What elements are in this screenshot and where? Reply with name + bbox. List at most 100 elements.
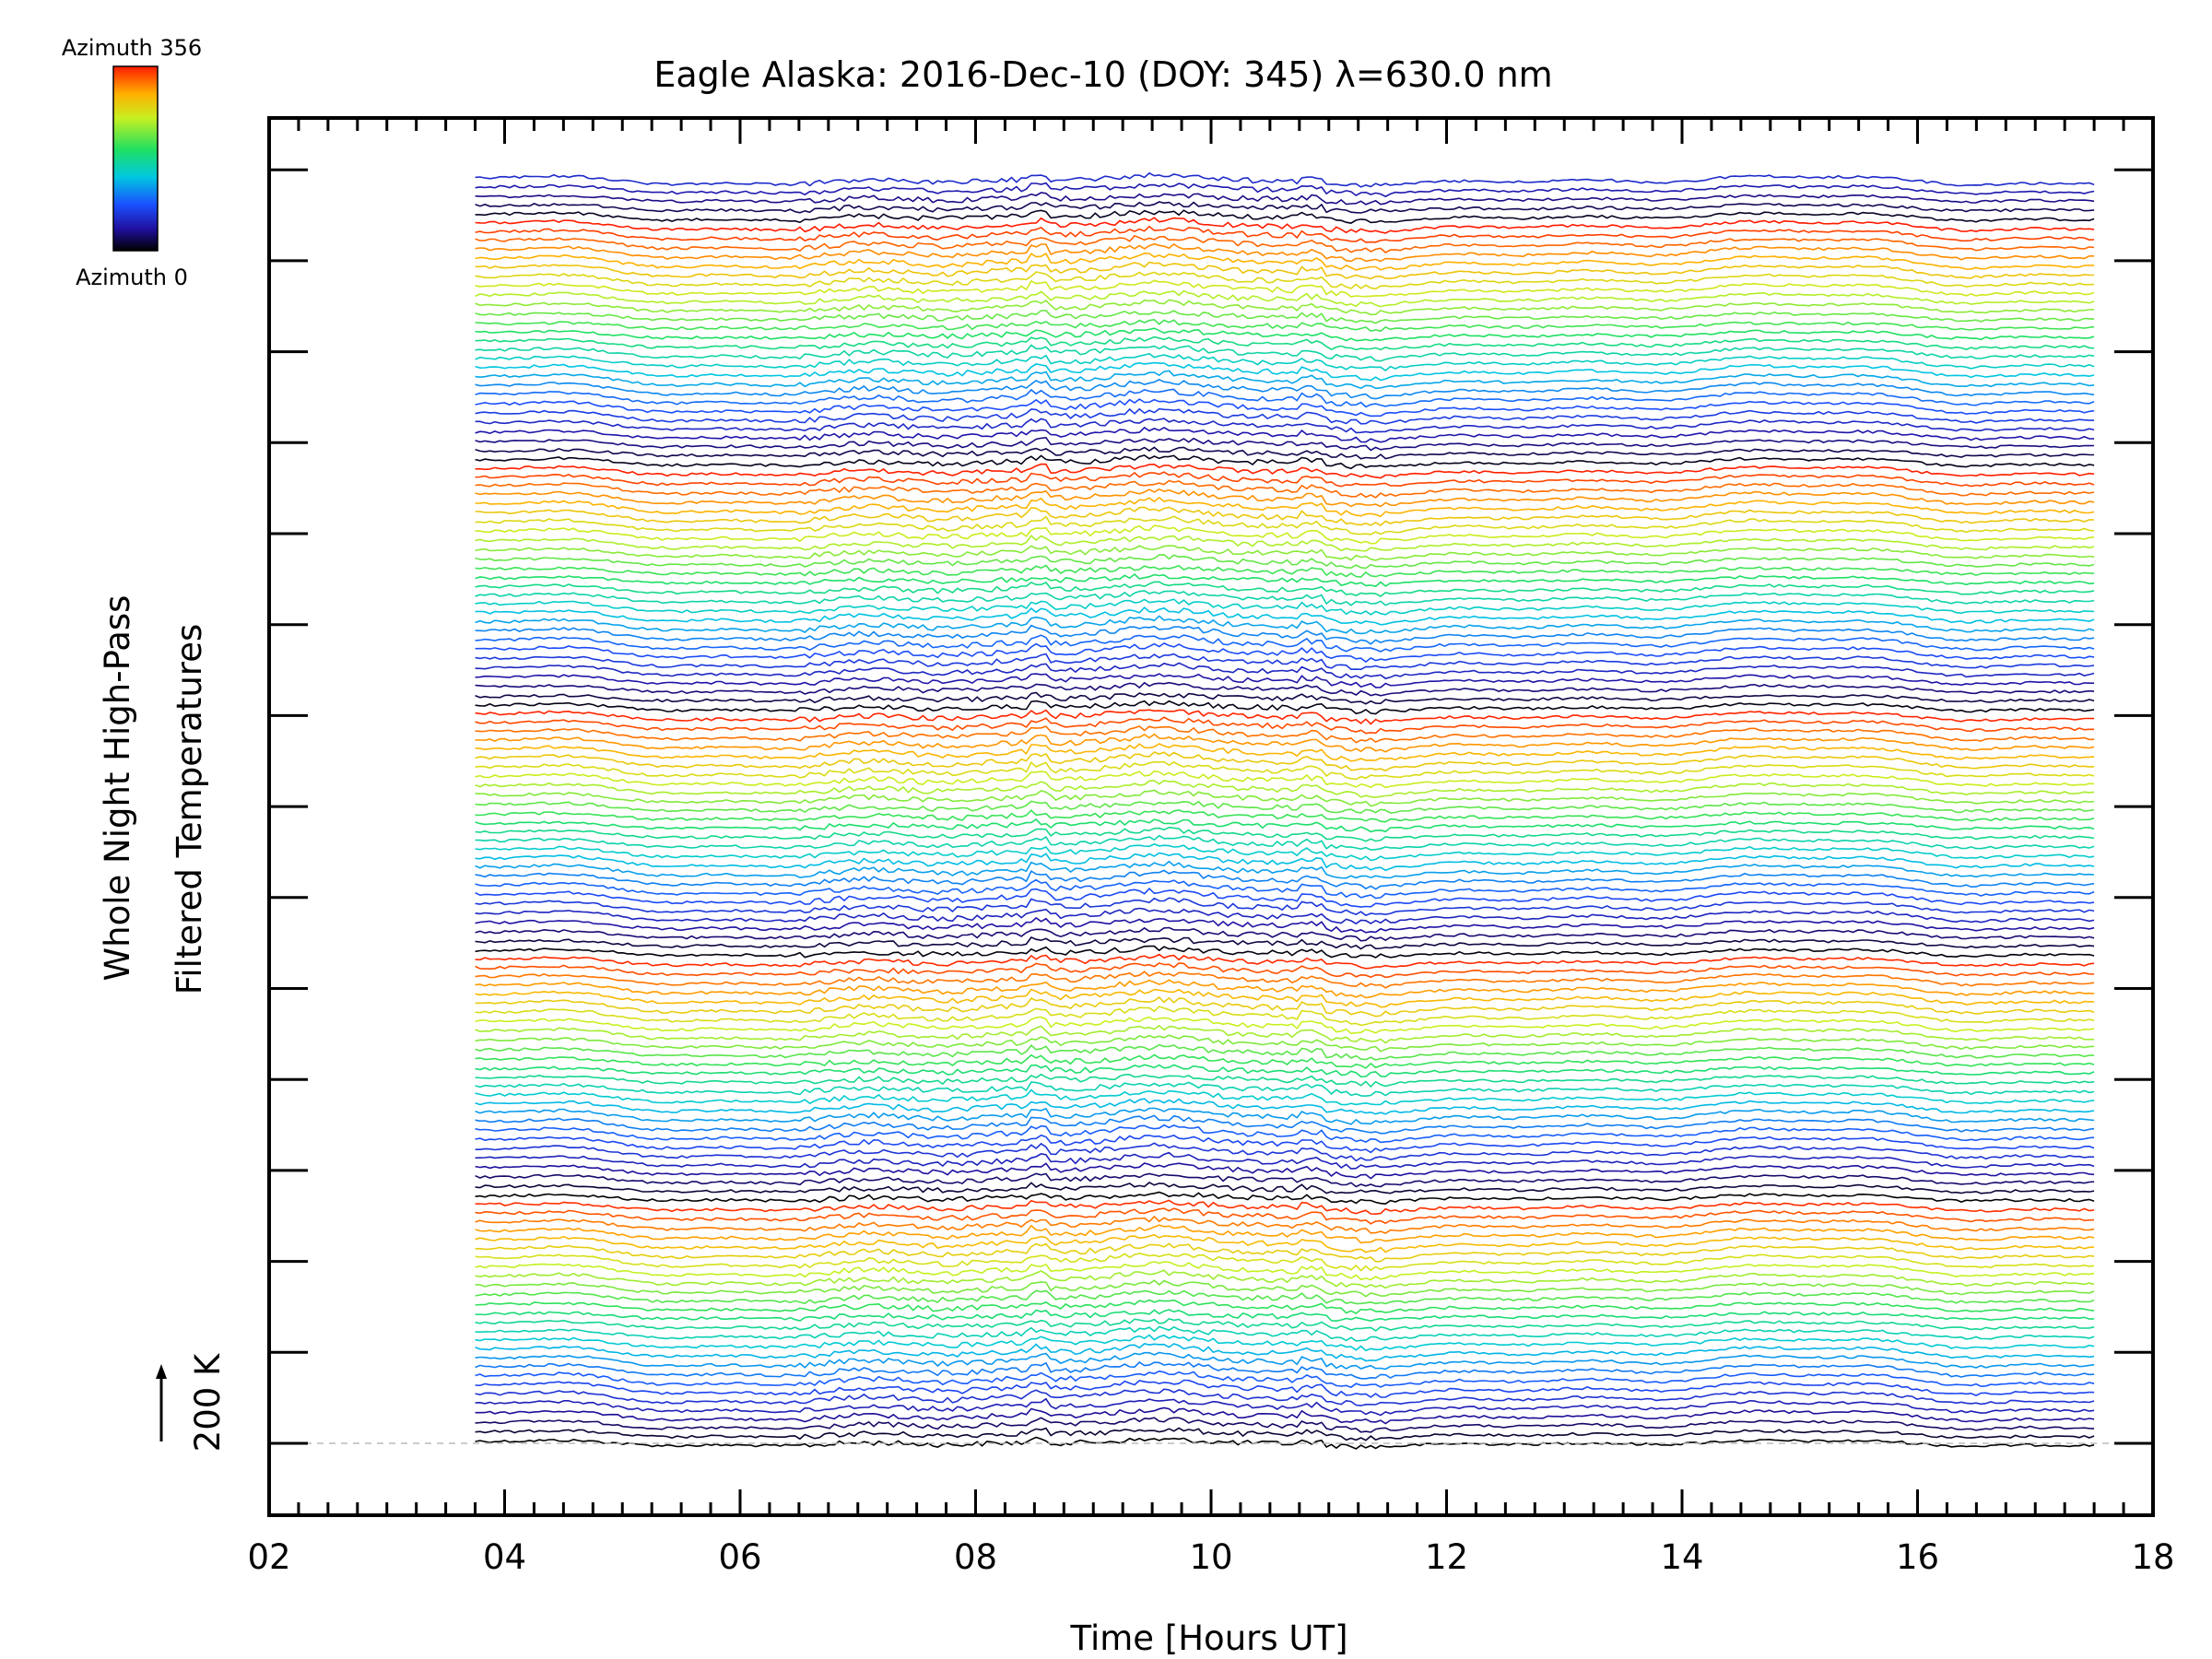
trace-line [475,691,2095,705]
trace-line [475,780,2095,798]
trace-line [475,1162,2095,1180]
trace-line [475,1098,2095,1115]
axis-ticks [267,118,2155,1515]
colorbar: Azimuth 356 Azimuth 0 [62,35,202,290]
trace-line [475,878,2095,900]
trace-line [475,653,2095,671]
trace-line [475,634,2095,653]
x-tick-label: 10 [1189,1537,1232,1577]
trace-line [475,361,2095,382]
trace-line [475,979,2095,999]
colorbar-bottom-label: Azimuth 0 [76,265,188,290]
x-tick-label: 14 [1660,1537,1703,1577]
trace-line [475,515,2095,535]
trace-line [475,209,2095,224]
trace-line [475,1114,2095,1135]
trace-line [475,996,2095,1018]
trace-line [475,826,2095,842]
trace-line [475,299,2095,316]
trace-line [475,1199,2095,1216]
trace-line [475,407,2095,425]
trace-line [475,352,2095,372]
trace-line [475,1134,2095,1154]
trace-line [475,945,2095,959]
trace-line [475,192,2095,206]
trace-line [475,1064,2095,1078]
trace-line [475,860,2095,879]
trace-line [475,436,2095,452]
trace-line [475,388,2095,408]
trace-line [475,1343,2095,1362]
trace-line [475,1142,2095,1162]
trace-line [475,225,2095,243]
trace-line [475,662,2095,680]
trace-line [475,1427,2095,1441]
trace-line [475,615,2095,635]
trace-line [475,962,2095,979]
trace-line [475,606,2095,626]
trace-line [475,318,2095,333]
trace-line [475,426,2095,443]
trace-line [475,869,2095,890]
trace-line [475,471,2095,488]
trace-line [475,1334,2095,1352]
trace-line [475,496,2095,518]
trace-line [475,572,2095,588]
trace-line [475,1253,2095,1272]
trace-line [475,988,2095,1008]
trace-line [475,1360,2095,1380]
trace-line [475,743,2095,762]
trace-line [475,1370,2095,1389]
trace-line [475,725,2095,744]
trace-line [475,242,2095,263]
trace-line [475,1073,2095,1088]
scale-label: 200 K [188,1352,228,1452]
trace-line [475,818,2095,833]
trace-line [475,581,2095,597]
trace-line [475,234,2095,253]
trace-line [475,506,2095,526]
trace-line [475,201,2095,214]
x-tick-label: 18 [2131,1537,2174,1577]
trace-line [475,454,2095,470]
trace-line [475,700,2095,715]
trace-line [475,1172,2095,1188]
trace-line [475,907,2095,925]
trace-line [475,535,2095,552]
trace-line [475,751,2095,772]
trace-line [475,1024,2095,1044]
trace-line [475,1436,2095,1450]
trace-line [475,418,2095,434]
trace-line [475,171,2095,188]
trace-line [475,1242,2095,1263]
trace-line [475,1088,2095,1106]
trace-line [475,1151,2095,1170]
trace-line [475,852,2095,872]
trace-line [475,1318,2095,1332]
trace-line [475,446,2095,460]
trace-line [475,217,2095,234]
trace-line [475,770,2095,789]
trace-line [475,800,2095,814]
trace-line [475,1309,2095,1323]
x-axis-label: Time [Hours UT] [1069,1618,1347,1658]
trace-line [475,344,2095,362]
trace-line [475,289,2095,308]
trace-line [475,398,2095,418]
x-tick-label: 06 [718,1537,761,1577]
trace-line [475,1279,2095,1298]
trace-line [475,1417,2095,1433]
x-tick-label: 04 [483,1537,526,1577]
trace-line [475,681,2095,697]
trace-line [475,335,2095,351]
trace-line [475,370,2095,390]
trace-line [475,1016,2095,1035]
trace-line [475,1107,2095,1125]
trace-line [475,1224,2095,1244]
trace-line [475,1351,2095,1371]
trace-line [475,842,2095,862]
trace-line [475,271,2095,290]
trace-line [475,789,2095,807]
trace-line [475,834,2095,851]
x-tick-label: 12 [1425,1537,1468,1577]
